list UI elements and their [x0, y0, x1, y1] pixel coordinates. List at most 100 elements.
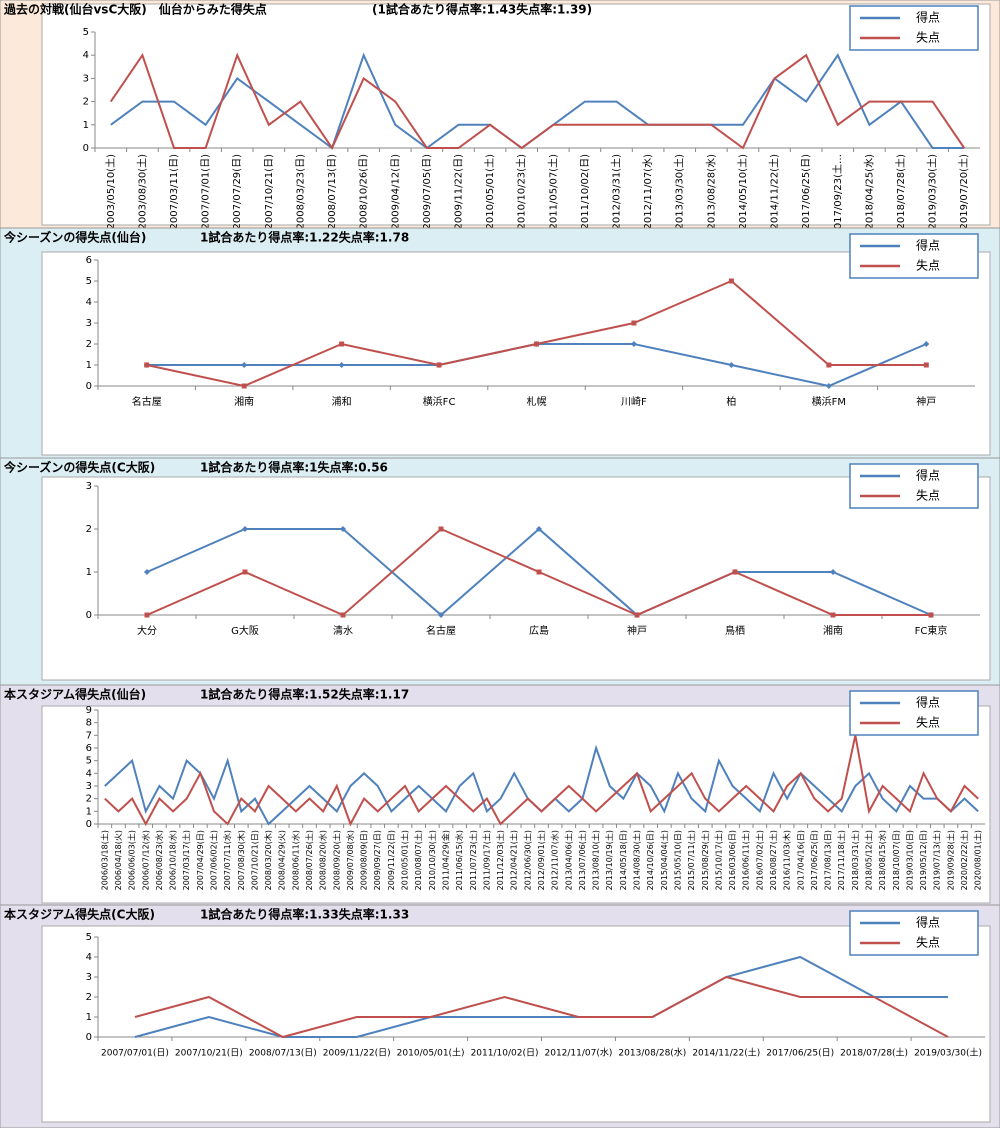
- legend-label: 得点: [916, 10, 940, 25]
- marker: [144, 362, 150, 368]
- x-tick-label: 2011/07/23(土): [468, 830, 478, 890]
- x-tick-label: 2017/04/16(日): [796, 830, 805, 890]
- y-tick-label: 1: [86, 567, 92, 578]
- marker: [242, 569, 248, 575]
- x-tick-label: 2015/08/29(土): [700, 830, 710, 890]
- y-tick-label: 2: [86, 339, 92, 350]
- x-tick-label: 2014/08/30(土): [632, 830, 642, 890]
- x-tick-label: 2018/08/15(水): [877, 830, 887, 890]
- x-tick-label: 2019/03/30(土): [926, 154, 939, 230]
- x-tick-label: 2008/04/29(火): [278, 830, 287, 890]
- marker: [338, 362, 345, 368]
- chart-title: 今シーズンの得失点(C大阪): [3, 460, 155, 475]
- x-tick-label: 2011/05/07(土): [546, 154, 559, 230]
- chart-area: [41, 251, 991, 456]
- marker: [534, 341, 539, 347]
- y-tick-label: 5: [86, 932, 92, 943]
- y-tick-label: 3: [86, 972, 92, 983]
- y-tick-label: 1: [86, 1012, 92, 1023]
- y-tick-label: 4: [86, 297, 92, 308]
- chart-title: 過去の対戦(仙台vsC大阪) 仙台からみた得失点: [3, 2, 267, 17]
- x-tick-label: 2012/11/07(水): [545, 1047, 613, 1059]
- x-tick-label: 湘南: [823, 624, 843, 637]
- x-tick-label: 2017/08/13(日): [824, 830, 833, 890]
- x-tick-label: 2006/07/12(水): [140, 830, 150, 890]
- x-tick-label: 2008/10/26(日): [359, 154, 370, 230]
- x-tick-label: 2009/07/08(水): [345, 830, 355, 890]
- x-tick-label: 2012/04/21(土): [509, 830, 519, 890]
- x-tick-label: 2007/07/29(日): [232, 154, 243, 230]
- x-tick-label: 2013/03/30(土): [673, 154, 686, 230]
- x-tick-label: 2014/05/10(土): [736, 154, 749, 230]
- x-tick-label: 2008/09/20(土): [331, 830, 341, 890]
- marker: [339, 341, 345, 347]
- x-tick-label: 2019/03/30(土): [914, 1047, 982, 1059]
- chart-title: 本スタジアム得失点(仙台): [4, 687, 146, 702]
- y-tick-label: 4: [83, 50, 89, 61]
- x-tick-label: 2006/08/23(水): [154, 830, 164, 890]
- marker: [536, 526, 542, 532]
- chart-subtitle: 1試合あたり得点率:1.52失点率:1.17: [200, 687, 409, 702]
- x-tick-label: 湘南: [234, 395, 254, 408]
- x-tick-label: 名古屋: [426, 624, 456, 637]
- x-tick-label: FC東京: [915, 624, 948, 637]
- x-tick-label: 2009/11/22(日): [453, 154, 464, 230]
- x-tick-label: 2012/06/30(土): [522, 830, 532, 890]
- x-tick-label: 鳥栖: [725, 624, 745, 637]
- marker: [438, 526, 444, 532]
- x-tick-label: 2009/11/22(日): [323, 1048, 391, 1059]
- x-tick-label: 2008/03/23(日): [295, 154, 306, 230]
- y-tick-label: 2: [86, 794, 92, 805]
- x-tick-label: 横浜FC: [423, 395, 456, 408]
- x-tick-label: 2012/11/07(水): [642, 154, 654, 230]
- x-tick-label: 横浜FM: [812, 395, 846, 408]
- x-tick-label: 2011/09/17(土): [481, 830, 491, 890]
- y-tick-label: 3: [83, 73, 89, 84]
- x-tick-label: 2018/10/07(日): [892, 830, 901, 890]
- marker: [728, 278, 734, 284]
- x-tick-label: 2008/07/13(日): [249, 1048, 317, 1059]
- x-tick-label: 2007/07/01(日): [101, 1048, 169, 1059]
- x-tick-label: 2014/11/22(土): [692, 1047, 760, 1059]
- marker: [634, 612, 640, 618]
- marker: [438, 612, 444, 618]
- y-tick-label: 6: [86, 743, 92, 754]
- x-tick-label: 2018/03/31(土): [850, 830, 860, 890]
- x-tick-label: 2015/05/10(日): [673, 830, 682, 890]
- x-tick-label: 2017/06/25(日): [766, 1048, 834, 1059]
- x-tick-label: 2013/08/10(土): [591, 830, 601, 890]
- y-tick-label: 0: [86, 610, 92, 621]
- y-tick-label: 5: [86, 756, 92, 767]
- x-tick-label: 2013/08/28(水): [618, 1047, 686, 1059]
- x-tick-label: 2007/10/21(日): [175, 1048, 243, 1059]
- x-tick-label: 2007/03/17(土): [181, 830, 191, 890]
- x-tick-label: 川崎F: [621, 395, 647, 408]
- x-tick-label: 2017/09/23(土…: [831, 154, 844, 236]
- x-tick-label: 2015/10/17(土): [713, 830, 723, 890]
- x-tick-label: 2007/08/30(木): [236, 830, 246, 890]
- marker: [830, 569, 836, 575]
- series-line: [104, 735, 979, 827]
- x-tick-label: 2012/03/31(土): [610, 154, 623, 230]
- x-tick-label: 2009/04/12(日): [390, 154, 401, 230]
- x-tick-label: 2016/07/02(土): [754, 830, 764, 890]
- x-tick-label: 2014/11/22(土): [768, 154, 781, 230]
- x-tick-label: 2017/11/18(土): [836, 830, 846, 890]
- marker: [732, 569, 738, 575]
- x-tick-label: 2011/10/02(日): [471, 1048, 539, 1059]
- marker: [536, 569, 542, 575]
- legend-label: 失点: [916, 258, 940, 273]
- x-tick-label: 2014/10/26(日): [646, 830, 655, 890]
- x-tick-label: 2020/02/22(土): [959, 830, 969, 890]
- x-tick-label: 2019/03/10(日): [905, 830, 914, 890]
- x-tick-label: 2006/03/18(土): [99, 830, 109, 890]
- x-tick-label: 2018/07/28(土): [894, 154, 907, 230]
- x-tick-label: 名古屋: [132, 395, 162, 408]
- marker: [631, 320, 637, 326]
- legend-box: [849, 463, 979, 509]
- series-line: [134, 975, 949, 1039]
- x-tick-label: 2010/05/01(土): [400, 830, 410, 890]
- x-tick-label: 2007/07/01(日): [201, 154, 212, 230]
- marker: [830, 612, 836, 618]
